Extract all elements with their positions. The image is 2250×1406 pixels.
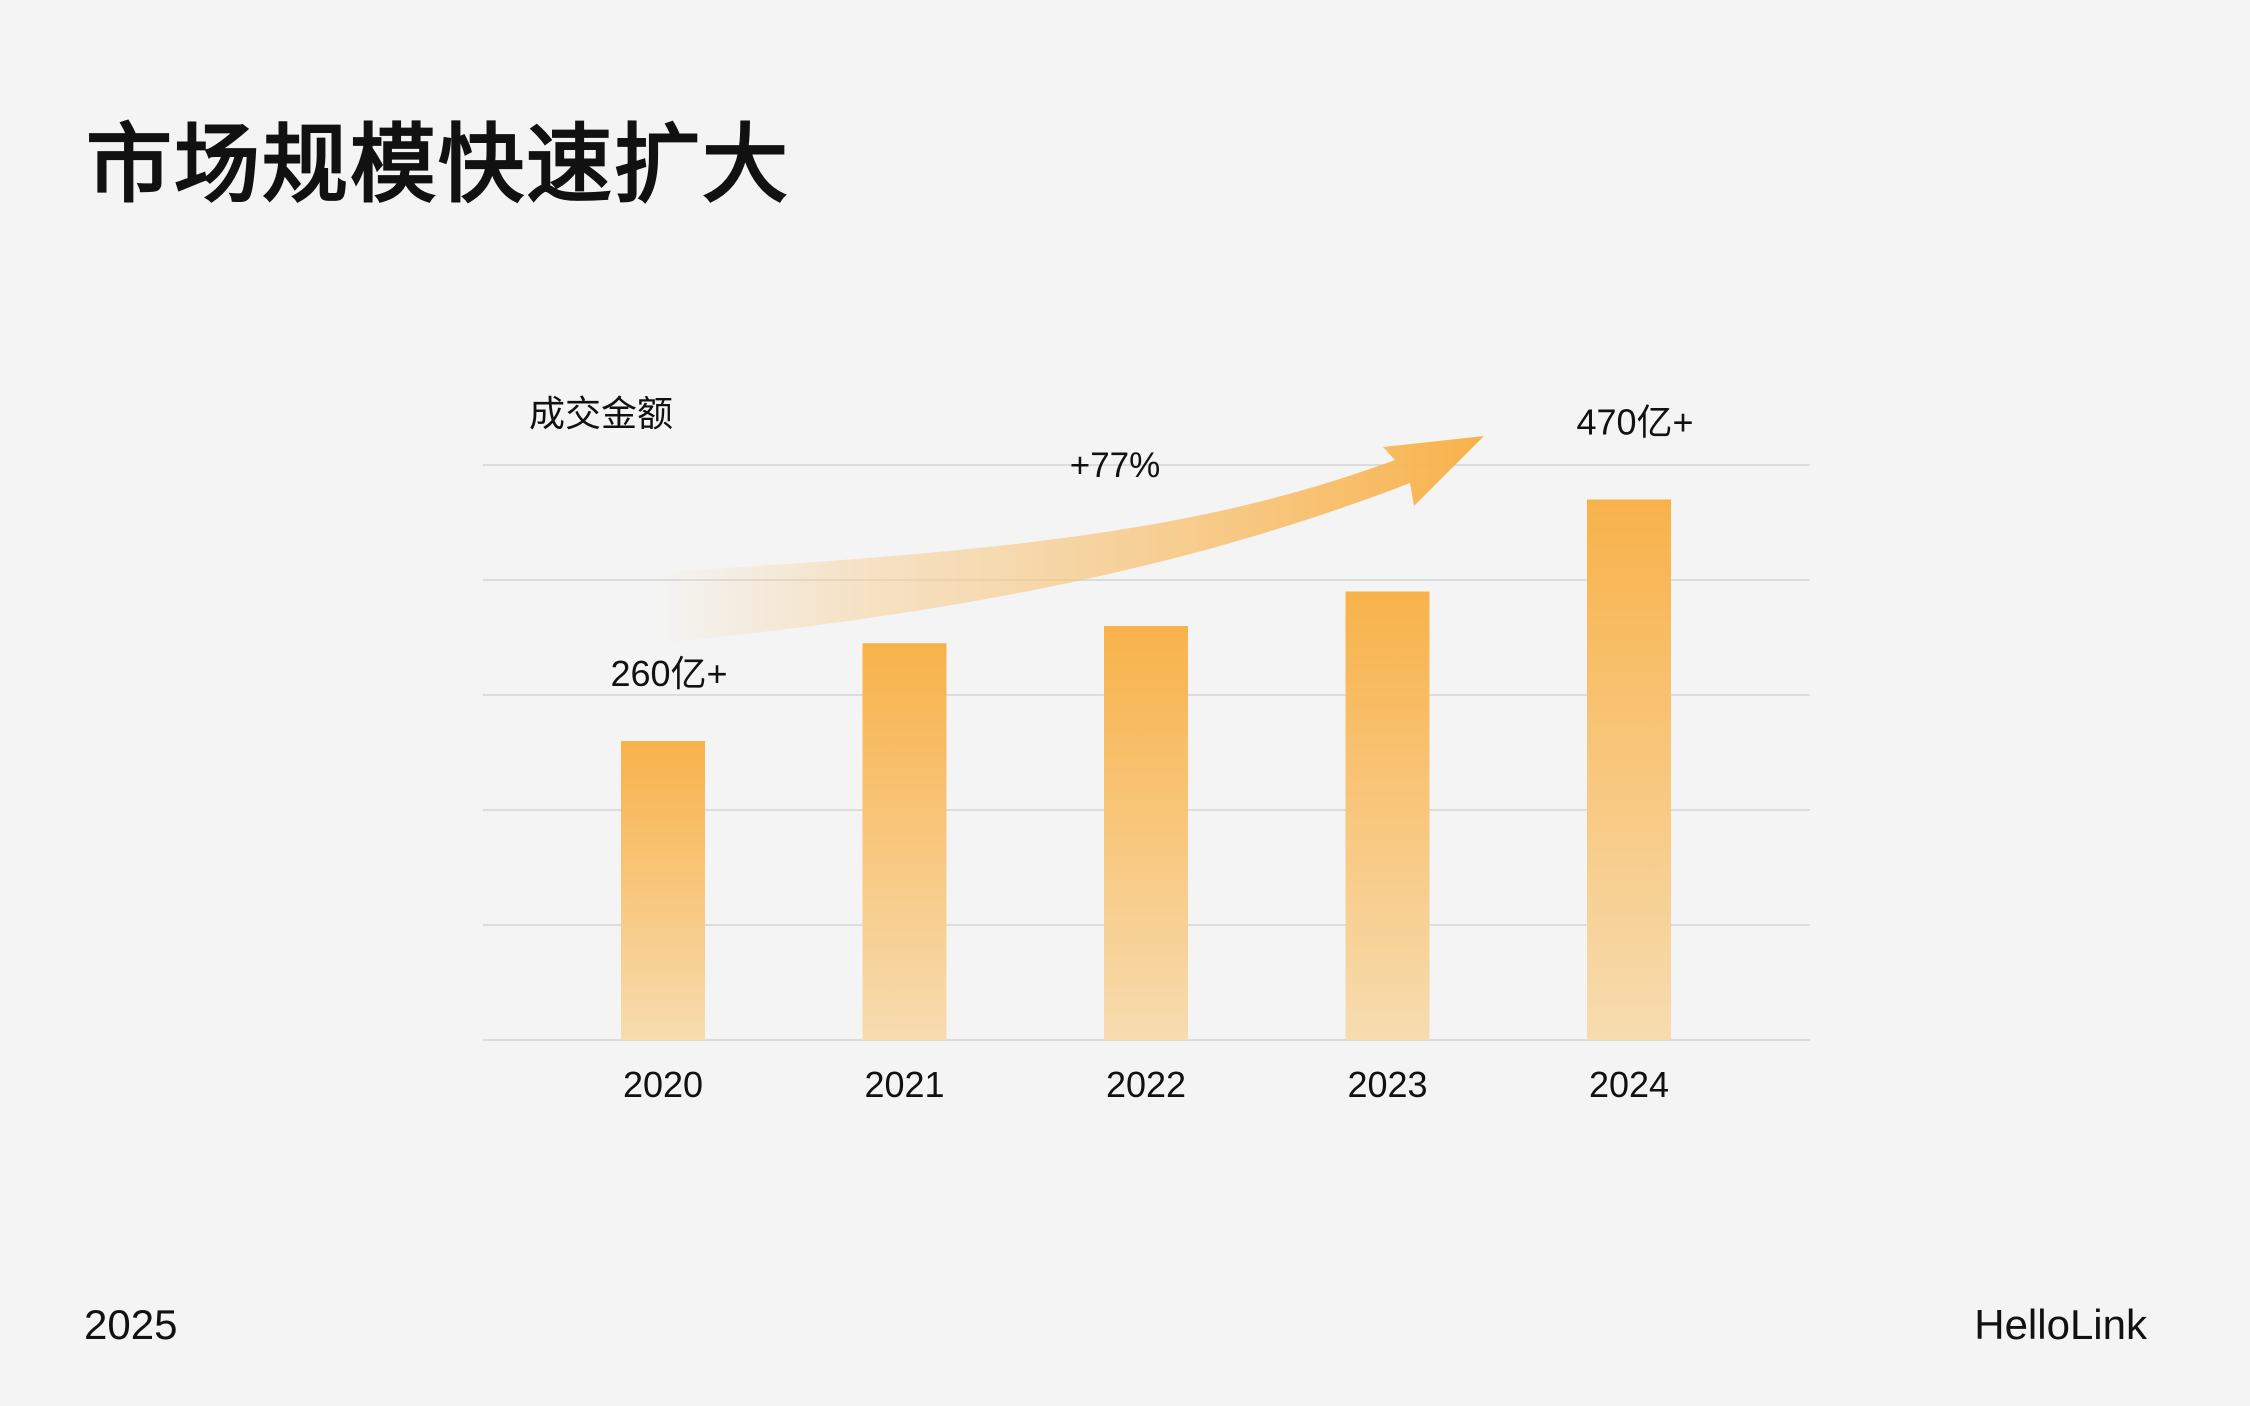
x-tick-2020: 2020 xyxy=(623,1064,703,1105)
bar-2020 xyxy=(621,741,705,1040)
growth-arrow-icon xyxy=(660,436,1484,643)
x-tick-2021: 2021 xyxy=(864,1064,944,1105)
footer-year: 2025 xyxy=(84,1301,178,1348)
bars xyxy=(621,499,1671,1040)
bar-2022 xyxy=(1104,626,1188,1040)
growth-annotation: +77% xyxy=(1070,446,1161,485)
bar-2023 xyxy=(1345,591,1430,1040)
x-axis-ticks: 2020 2021 2022 2023 2024 xyxy=(623,1064,1669,1105)
x-tick-2024: 2024 xyxy=(1589,1064,1669,1105)
bar-2021 xyxy=(862,643,947,1040)
bar-2024 xyxy=(1587,499,1671,1040)
data-label-2024: 470亿+ xyxy=(1576,402,1693,443)
footer-brand: HelloLink xyxy=(1974,1301,2147,1348)
x-tick-2023: 2023 xyxy=(1347,1064,1427,1105)
data-labels: 260亿+ 470亿+ xyxy=(610,402,1693,695)
page-title: 市场规模快速扩大 xyxy=(86,115,790,215)
x-tick-2022: 2022 xyxy=(1106,1064,1186,1105)
y-axis-label: 成交金额 xyxy=(529,393,673,434)
data-label-2020: 260亿+ xyxy=(610,653,727,694)
